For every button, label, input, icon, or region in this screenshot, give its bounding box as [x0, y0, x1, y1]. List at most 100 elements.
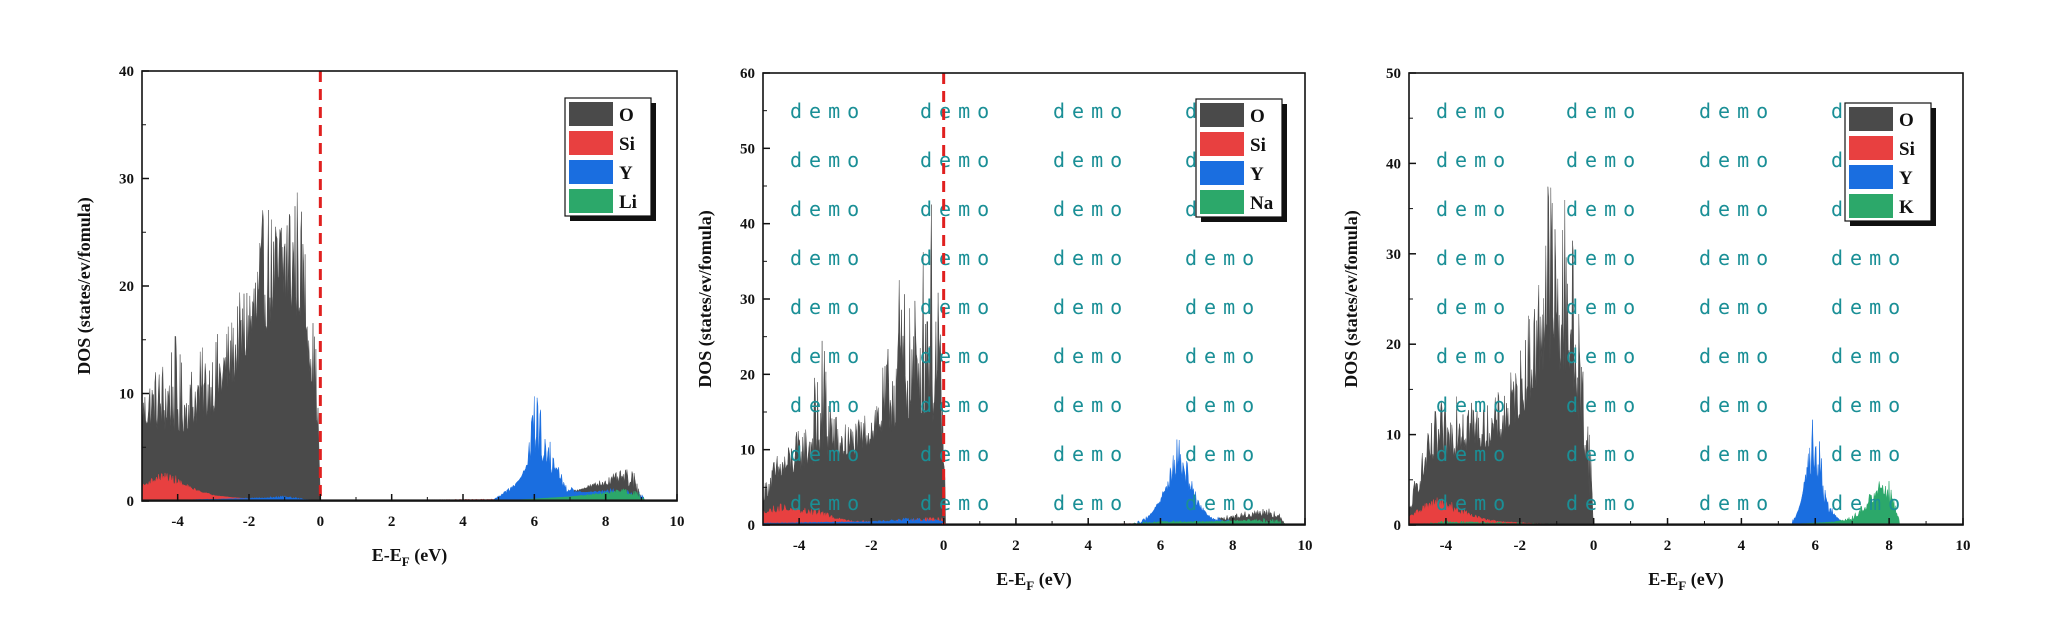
watermark-text: demo: [1566, 197, 1642, 221]
x-tick-label: 0: [940, 538, 948, 554]
x-tick-label: 8: [602, 514, 610, 530]
x-axis-label-main: E-E: [372, 545, 402, 565]
watermark-text: demo: [1831, 491, 1907, 515]
watermark-text: demo: [1831, 246, 1907, 270]
watermark-text: demo: [1436, 442, 1512, 466]
x-tick-label: -2: [865, 538, 878, 554]
watermark-text: demo: [1566, 344, 1642, 368]
watermark-text: demo: [1566, 393, 1642, 417]
legend: O Si Y Li: [564, 97, 656, 221]
legend-swatch-o: [569, 102, 613, 126]
watermark-text: demo: [1185, 295, 1261, 319]
watermark-text: demo: [920, 491, 996, 515]
watermark-text: demo: [790, 197, 866, 221]
watermark-text: demo: [1053, 491, 1129, 515]
legend-label-k: K: [1899, 197, 1914, 218]
x-axis-label-sub: F: [1026, 578, 1034, 593]
x-tick-label: 2: [1664, 538, 1672, 554]
y-tick-label: 30: [1386, 247, 1401, 263]
legend-label-y: Y: [1250, 164, 1264, 185]
watermark-text: demo: [1436, 491, 1512, 515]
legend-swatch-y: [569, 160, 613, 184]
y-tick-label: 0: [127, 494, 135, 510]
plot-area: demo demo demo demo demo demo demo demo demo demo…: [1408, 99, 1963, 526]
legend-swatch-o: [1849, 107, 1893, 131]
y-tick-label: 40: [119, 64, 134, 80]
legend-swatch-na: [1200, 190, 1244, 214]
watermark-text: demo: [1831, 295, 1907, 319]
x-tick-label: 8: [1229, 538, 1237, 554]
watermark-text: demo: [920, 442, 996, 466]
legend-swatch-li: [569, 189, 613, 213]
watermark-text: demo: [1699, 393, 1775, 417]
y-axis-label: DOS (states/ev/fomula): [74, 197, 95, 374]
watermark-text: demo: [920, 393, 996, 417]
y-tick-label: 60: [740, 66, 755, 82]
watermark-text: demo: [1436, 295, 1512, 319]
watermark-text: demo: [1185, 442, 1261, 466]
watermark-text: demo: [1566, 491, 1642, 515]
legend-label-o: O: [1250, 106, 1265, 127]
x-axis-label-unit: (eV): [1034, 569, 1071, 590]
legend-label-si: Si: [1899, 139, 1915, 160]
x-tick-label: 4: [1738, 538, 1746, 554]
watermark-text: demo: [1053, 148, 1129, 172]
dos-chart-k: demo demo demo demo demo demo demo demo demo demo…: [1341, 66, 1971, 593]
watermark-text: demo: [920, 295, 996, 319]
watermark-text: demo: [1053, 393, 1129, 417]
y-tick-label: 50: [740, 141, 755, 157]
watermark-text: demo: [1436, 148, 1512, 172]
x-tick-label: 0: [1590, 538, 1598, 554]
watermark-text: demo: [1436, 393, 1512, 417]
watermark-text: demo: [790, 393, 866, 417]
watermark-text: demo: [1831, 442, 1907, 466]
y-axis-label: DOS (states/ev/fomula): [695, 210, 716, 387]
watermark-text: demo: [920, 99, 996, 123]
watermark-text: demo: [1185, 344, 1261, 368]
legend-label-o: O: [1899, 110, 1914, 131]
watermark-text: demo: [1831, 344, 1907, 368]
y-tick-label: 40: [740, 217, 755, 233]
watermark-text: demo: [1053, 99, 1129, 123]
watermark-text: demo: [920, 246, 996, 270]
watermark-text: demo: [1436, 344, 1512, 368]
y-tick-label: 30: [740, 292, 755, 308]
watermark-text: demo: [1185, 246, 1261, 270]
watermark-text: demo: [1699, 442, 1775, 466]
watermark-text: demo: [1699, 148, 1775, 172]
legend-label-o: O: [619, 105, 634, 126]
legend-swatch-si: [1200, 132, 1244, 156]
x-tick-label: -2: [1514, 538, 1527, 554]
watermark-text: demo: [1053, 197, 1129, 221]
x-tick-label: 8: [1885, 538, 1893, 554]
watermark-text: demo: [1699, 246, 1775, 270]
watermark-text: demo: [790, 148, 866, 172]
x-axis-label-main: E-E: [996, 569, 1026, 589]
legend-swatch-y: [1200, 161, 1244, 185]
watermark-text: demo: [920, 148, 996, 172]
x-tick-label: 6: [531, 514, 539, 530]
watermark-text: demo: [1699, 344, 1775, 368]
watermark-text: demo: [920, 197, 996, 221]
watermark-text: demo: [1436, 99, 1512, 123]
x-tick-label: 2: [1012, 538, 1020, 554]
watermark-text: demo: [1699, 491, 1775, 515]
watermark-text: demo: [1566, 99, 1642, 123]
x-tick-label: -4: [1440, 538, 1453, 554]
x-axis-label-main: E-E: [1648, 569, 1678, 589]
x-axis-label-sub: F: [1678, 578, 1686, 593]
y-tick-label: 10: [119, 387, 134, 403]
watermark-text: demo: [1699, 295, 1775, 319]
watermark-text: demo: [1699, 197, 1775, 221]
y-tick-label: 10: [1386, 428, 1401, 444]
x-tick-label: -2: [243, 514, 256, 530]
watermark-text: demo: [1053, 344, 1129, 368]
x-axis-label-unit: (eV): [410, 545, 447, 566]
legend-label-si: Si: [1250, 135, 1266, 156]
legend-swatch-y: [1849, 165, 1893, 189]
legend-label-si: Si: [619, 134, 635, 155]
watermark-text: demo: [1185, 491, 1261, 515]
y-tick-label: 0: [748, 518, 756, 534]
x-tick-label: -4: [171, 514, 184, 530]
